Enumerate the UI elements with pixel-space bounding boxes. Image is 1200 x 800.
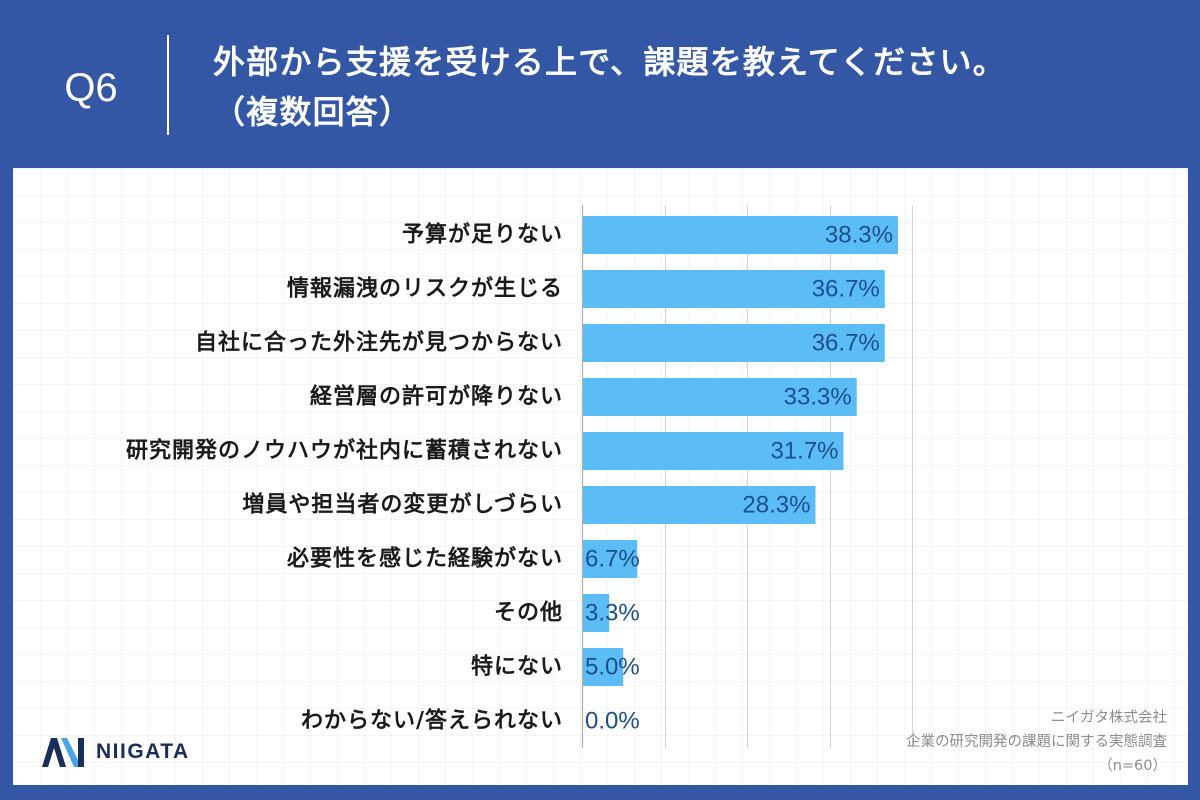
value-labels: 38.3% 36.7% 36.7% 33.3% 31.7% 28.3% 6.7% 3.3% 5.… xyxy=(585,222,893,735)
question-title: 外部から支援を受ける上で、課題を教えてください。 （複数回答） xyxy=(213,37,1006,137)
category-label: その他 xyxy=(494,601,563,626)
category-label: 自社に合った外注先が見つからない xyxy=(195,330,563,356)
category-label: 情報漏洩のリスクが生じる xyxy=(287,276,563,302)
value-label: 5.0% xyxy=(585,654,640,681)
bar xyxy=(582,648,624,686)
value-label: 6.7% xyxy=(585,546,640,573)
company-logo: NIIGATA xyxy=(42,737,190,767)
question-subtitle: （複数回答） xyxy=(213,93,413,131)
value-label: 31.7% xyxy=(770,438,838,465)
category-label: 予算が足りない xyxy=(402,222,563,248)
bar xyxy=(582,594,610,632)
source-company: ニイガタ株式会社 xyxy=(1051,710,1167,726)
logo-text: NIIGATA xyxy=(96,740,190,763)
question-title-text: 外部から支援を受ける上で、課題を教えてください。 xyxy=(213,43,1006,81)
bar xyxy=(582,270,885,308)
category-labels: 予算が足りない情報漏洩のリスクが生じる自社に合った外注先が見つからない経営層の許… xyxy=(126,222,563,734)
header-divider xyxy=(167,35,169,135)
value-label: 38.3% xyxy=(825,222,893,249)
bar xyxy=(582,324,885,362)
source-note: ニイガタ株式会社 企業の研究開発の課題に関する実態調査 （n=60） xyxy=(906,706,1167,778)
category-label: 必要性を感じた経験がない xyxy=(287,546,563,572)
value-label: 36.7% xyxy=(812,330,880,357)
category-label: 特にない xyxy=(471,654,563,680)
category-label: わからない/答えられない xyxy=(301,708,563,734)
value-label: 28.3% xyxy=(742,492,810,519)
bar xyxy=(582,540,638,578)
value-label: 33.3% xyxy=(784,384,852,411)
value-label: 3.3% xyxy=(585,600,640,627)
category-label: 経営層の許可が降りない xyxy=(310,384,563,410)
bar xyxy=(582,216,898,254)
bar xyxy=(582,378,857,416)
value-label: 0.0% xyxy=(585,708,640,735)
category-label: 研究開発のノウハウが社内に蓄積されない xyxy=(126,438,563,464)
value-label: 36.7% xyxy=(812,276,880,303)
bars xyxy=(582,216,898,686)
niigata-logo-icon xyxy=(42,738,84,767)
source-sample-size: （n=60） xyxy=(1098,758,1167,774)
question-number: Q6 xyxy=(64,66,118,110)
bar xyxy=(582,432,844,470)
bar xyxy=(582,486,816,524)
category-label: 増員や担当者の変更がしづらい xyxy=(242,492,563,518)
source-survey-name: 企業の研究開発の課題に関する実態調査 xyxy=(906,734,1167,750)
